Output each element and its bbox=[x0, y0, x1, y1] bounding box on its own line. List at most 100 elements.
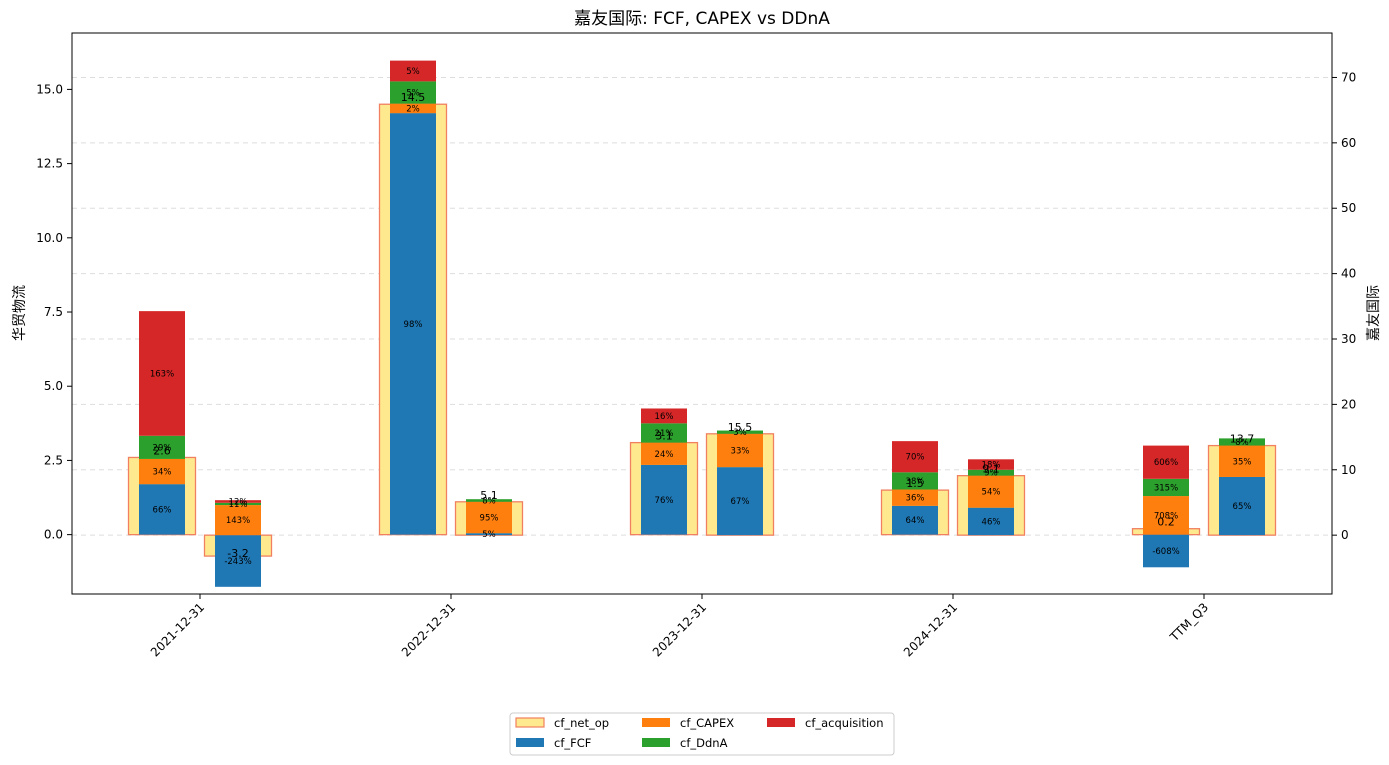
bar-labels: 66%34%29%163%2.698%2%5%5%14.576%24%21%16… bbox=[150, 67, 1254, 567]
segment-ddna bbox=[717, 430, 763, 434]
segment-ddna bbox=[641, 423, 687, 443]
segment-ddna bbox=[215, 502, 261, 506]
percent-label: -243% bbox=[224, 557, 251, 567]
left-tick-label: 15.0 bbox=[36, 82, 63, 96]
percent-label: 36% bbox=[906, 494, 925, 504]
right-tick-label: 20 bbox=[1341, 397, 1356, 411]
percent-label: 5% bbox=[482, 530, 496, 540]
legend-label: cf_acquisition bbox=[805, 716, 884, 730]
right-tick-label: 10 bbox=[1341, 463, 1356, 477]
left-tick-label: 10.0 bbox=[36, 231, 63, 245]
segment-capex bbox=[466, 501, 512, 534]
segment-acquisition bbox=[968, 459, 1014, 470]
segment-acquisition bbox=[641, 408, 687, 424]
segment-ddna bbox=[1219, 438, 1265, 446]
percent-label: 21% bbox=[655, 429, 674, 439]
segment-fcf bbox=[641, 464, 687, 535]
legend-swatch-ddna bbox=[642, 738, 670, 747]
legend-box bbox=[509, 712, 895, 756]
percent-label: 606% bbox=[1154, 458, 1178, 468]
segment-acquisition bbox=[390, 60, 436, 82]
percent-label: 8% bbox=[482, 497, 496, 507]
segment-capex bbox=[1143, 496, 1189, 535]
segment-fcf bbox=[1143, 534, 1189, 568]
percent-label: 29% bbox=[153, 443, 172, 453]
net-op-value-label: 14.5 bbox=[401, 91, 426, 104]
segment-ddna bbox=[968, 469, 1014, 476]
legend-swatch-net-op bbox=[515, 717, 545, 728]
segment-acquisition bbox=[892, 441, 938, 473]
legend-label: cf_DdnA bbox=[680, 736, 728, 750]
percent-label: 38% bbox=[906, 477, 925, 487]
legend-label: cf_net_op bbox=[554, 716, 609, 730]
percent-label: 708% bbox=[1154, 511, 1178, 521]
segment-capex bbox=[892, 489, 938, 506]
percent-label: 54% bbox=[982, 488, 1001, 498]
left-tick-label: 0.0 bbox=[44, 528, 63, 542]
segment-ddna bbox=[139, 435, 185, 459]
percent-label: 64% bbox=[906, 516, 925, 526]
segment-fcf bbox=[717, 467, 763, 536]
percent-label: 3% bbox=[733, 428, 747, 438]
right-tick-label: 0 bbox=[1341, 528, 1349, 542]
segment-ddna bbox=[1143, 478, 1189, 497]
segment-fcf bbox=[968, 507, 1014, 536]
segment-ddna bbox=[390, 81, 436, 104]
segment-ddna bbox=[466, 499, 512, 502]
segment-capex bbox=[717, 433, 763, 468]
percent-label: 95% bbox=[480, 514, 499, 524]
x-tick-label: 2023-12-31 bbox=[650, 600, 709, 659]
segment-acquisition bbox=[215, 500, 261, 503]
segment-ddna bbox=[892, 472, 938, 490]
percent-label: 98% bbox=[404, 320, 423, 330]
percent-label: 24% bbox=[655, 450, 674, 460]
segment-fcf bbox=[215, 535, 261, 587]
segment-capex bbox=[215, 505, 261, 536]
right-tick-label: 50 bbox=[1341, 201, 1356, 215]
percent-label: 16% bbox=[655, 412, 674, 422]
net-op-value-label: 9.1 bbox=[982, 463, 1000, 476]
percent-label: -608% bbox=[1152, 547, 1179, 557]
segment-capex bbox=[139, 458, 185, 485]
x-tick-label: 2021-12-31 bbox=[148, 600, 207, 659]
left-axis-title: 华贸物流 bbox=[12, 285, 28, 341]
net-op-value-label: 2.6 bbox=[153, 444, 171, 457]
percent-label: 46% bbox=[982, 517, 1001, 527]
legend-swatch-acquisition bbox=[767, 718, 795, 727]
percent-label: 67% bbox=[731, 497, 750, 507]
chart-title: 嘉友国际: FCF, CAPEX vs DDnA bbox=[574, 9, 830, 29]
percent-label: 66% bbox=[153, 505, 172, 515]
left-tick-label: 2.5 bbox=[44, 453, 63, 467]
segment-fcf bbox=[390, 113, 436, 535]
segment-fcf bbox=[892, 505, 938, 535]
x-tick-label: 2024-12-31 bbox=[901, 600, 960, 659]
left-tick-label: 7.5 bbox=[44, 305, 63, 319]
right-tick-label: 40 bbox=[1341, 267, 1356, 281]
percent-label: 35% bbox=[1233, 457, 1252, 467]
right-tick-label: 70 bbox=[1341, 70, 1356, 84]
percent-label: 143% bbox=[226, 516, 250, 526]
segment-fcf bbox=[1219, 476, 1265, 536]
percent-label: 5% bbox=[406, 67, 420, 77]
percent-label: 12% bbox=[229, 497, 248, 507]
legend-swatch-fcf bbox=[516, 738, 544, 747]
percent-label: 9% bbox=[984, 469, 998, 479]
segment-fcf bbox=[139, 484, 185, 535]
percent-label: 163% bbox=[150, 369, 174, 379]
net-op-value-label: 15.5 bbox=[728, 421, 753, 434]
segment-fcf bbox=[466, 533, 512, 536]
segment-capex bbox=[968, 475, 1014, 508]
x-tick-label: TTM_Q3 bbox=[1167, 600, 1211, 644]
percent-label: 5% bbox=[406, 89, 420, 99]
segment-acquisition bbox=[139, 311, 185, 436]
segment-capex bbox=[641, 442, 687, 465]
segment-capex bbox=[1219, 445, 1265, 477]
legend-label: cf_FCF bbox=[554, 736, 591, 750]
net-op-value-label: -3.2 bbox=[227, 547, 248, 560]
right-tick-label: 30 bbox=[1341, 332, 1356, 346]
percent-label: 8% bbox=[1235, 438, 1249, 448]
percent-label: 76% bbox=[655, 496, 674, 506]
left-y-axis: 0.0 2.5 5.0 7.5 10.0 12.5 15.0 bbox=[36, 82, 72, 542]
segment-acquisition bbox=[1143, 445, 1189, 479]
x-tick-label: 2022-12-31 bbox=[399, 600, 458, 659]
